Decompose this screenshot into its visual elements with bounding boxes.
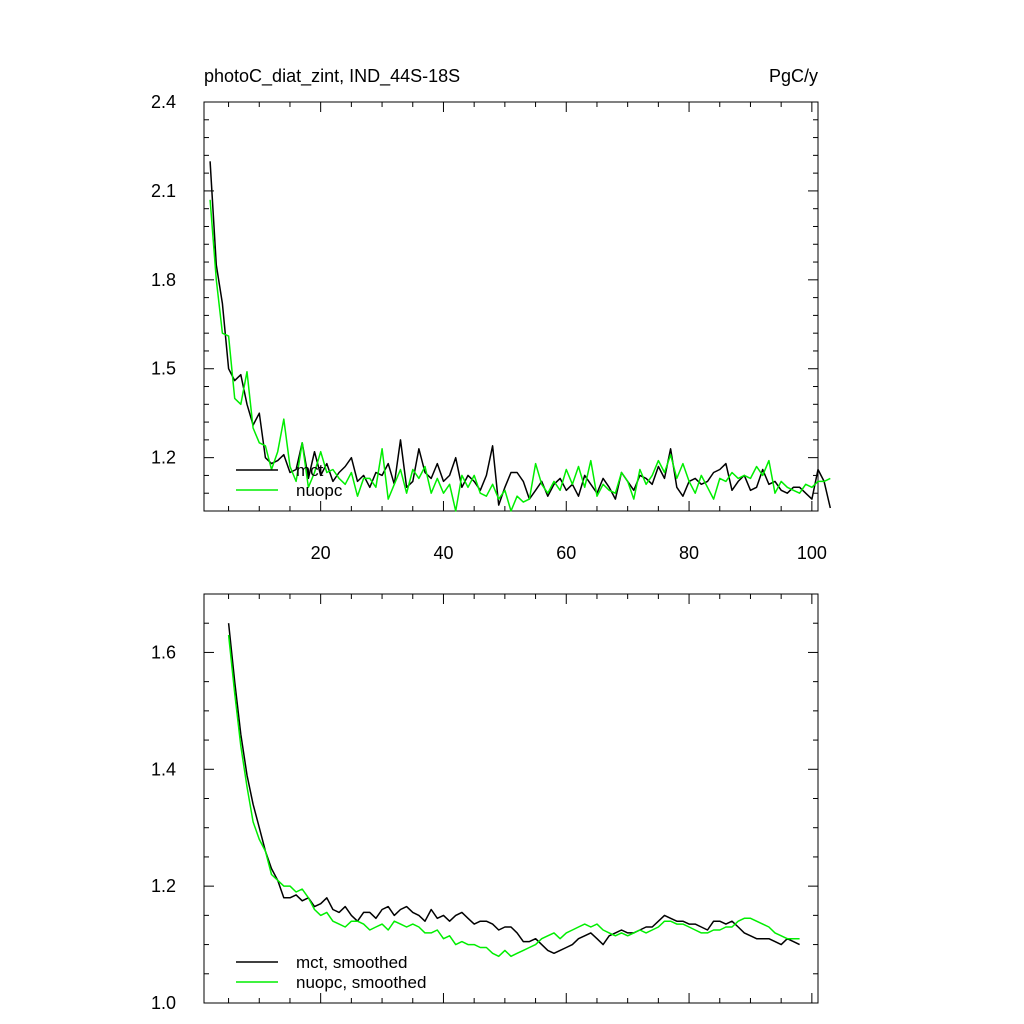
legend-label: nuopc, smoothed	[296, 973, 426, 992]
y-tick-label: 1.2	[151, 876, 176, 896]
y-tick-label: 1.5	[151, 359, 176, 379]
y-tick-label: 1.6	[151, 642, 176, 662]
y-tick-label: 2.4	[151, 92, 176, 112]
legend-label: nuopc	[296, 481, 343, 500]
legend-label: mct, smoothed	[296, 953, 408, 972]
plot-frame	[203, 101, 819, 512]
series-line-mct-smoothed	[227, 623, 800, 955]
series-line-nuopc	[209, 199, 831, 512]
y-tick-label: 2.1	[151, 181, 176, 201]
x-tick-label: 20	[311, 543, 331, 563]
y-tick-label: 1.2	[151, 448, 176, 468]
y-tick-label: 1.0	[151, 993, 176, 1013]
units-label: PgC/y	[769, 66, 818, 86]
x-tick-label: 40	[433, 543, 453, 563]
plot-frame	[203, 593, 819, 1004]
x-tick-label: 100	[797, 543, 827, 563]
y-tick-label: 1.4	[151, 759, 176, 779]
series-line-nuopc-smoothed	[227, 634, 800, 958]
series-line-mct	[209, 161, 832, 509]
y-tick-label: 1.8	[151, 270, 176, 290]
x-tick-label: 80	[679, 543, 699, 563]
x-tick-label: 60	[556, 543, 576, 563]
legend-label: mct	[296, 461, 324, 480]
chart-title: photoC_diat_zint, IND_44S-18S	[204, 66, 460, 87]
top-plot: photoC_diat_zint, IND_44S-18S PgC/y 1.2 1…	[151, 66, 832, 563]
